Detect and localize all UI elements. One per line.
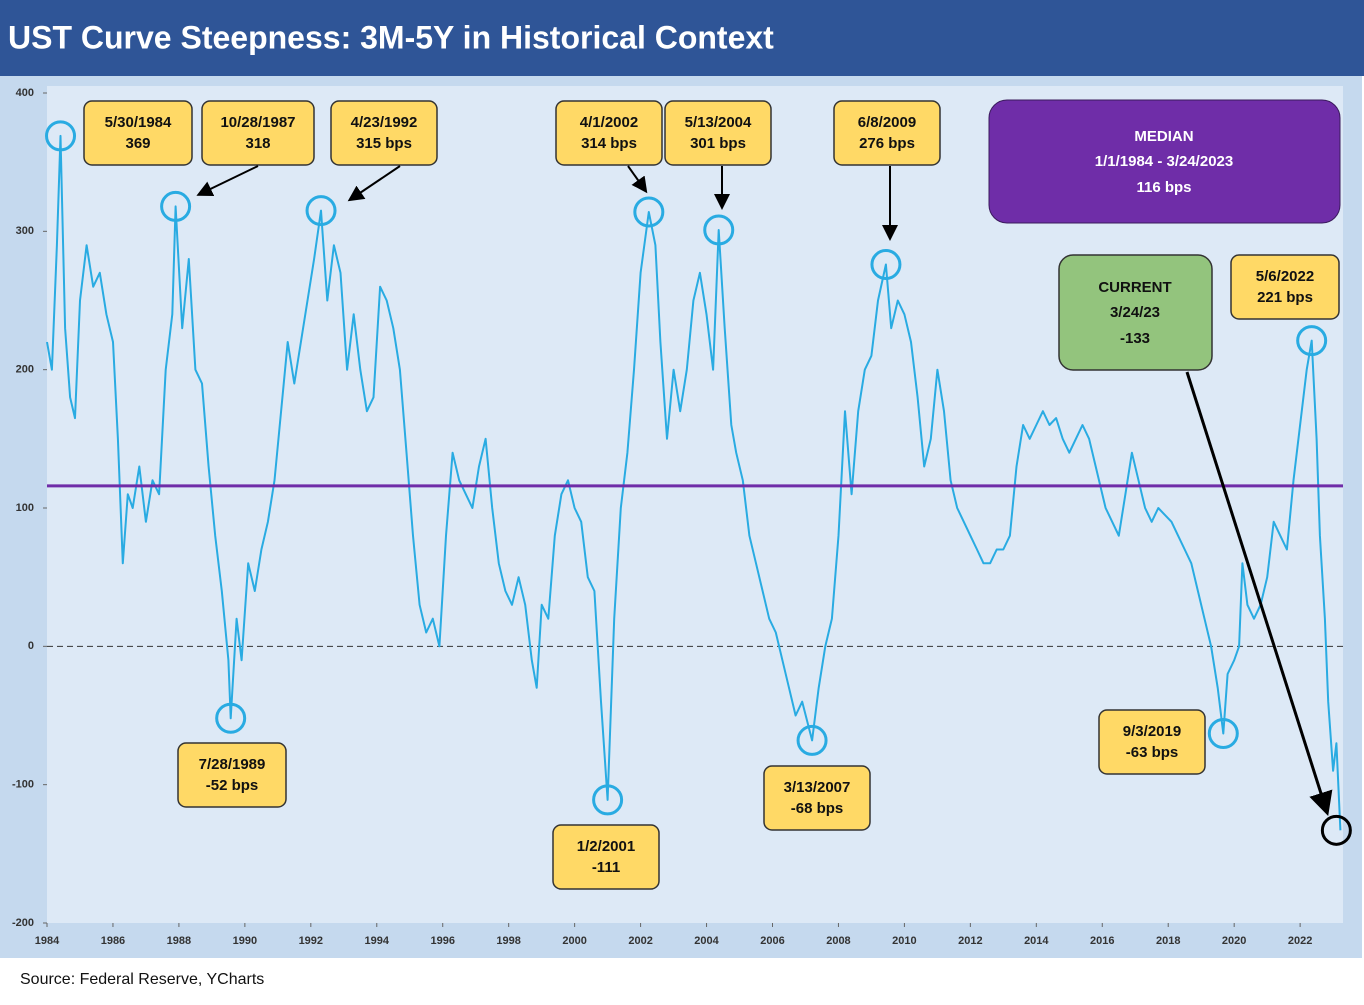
peak-marker	[160, 190, 192, 222]
peak-marker	[592, 784, 624, 816]
annotation-value: 369	[125, 135, 150, 152]
y-tick-label: -200	[12, 917, 34, 929]
x-tick-label: 1998	[496, 935, 520, 947]
annotation-arrow	[196, 165, 259, 196]
annotation-value: -68 bps	[791, 800, 844, 817]
x-tick-label: 2014	[1024, 935, 1049, 947]
median-title: MEDIAN	[1134, 128, 1193, 145]
x-tick-label: 2000	[562, 935, 586, 947]
title-bar	[0, 0, 1364, 76]
y-tick-label: -100	[12, 779, 34, 791]
annotation-arrow	[347, 165, 401, 202]
median-period: 1/1/1984 - 3/24/2023	[1095, 153, 1233, 170]
annotation-box	[83, 100, 193, 166]
annotation-date: 4/1/2002	[580, 114, 638, 131]
x-tick-label: 2016	[1090, 935, 1114, 947]
annotation-box	[177, 742, 287, 808]
annotation-date: 3/13/2007	[784, 779, 851, 796]
x-tick-label: 2006	[760, 935, 784, 947]
x-tick-label: 1994	[365, 935, 390, 947]
annotation-value: 276 bps	[859, 135, 915, 152]
annotation-box	[330, 100, 438, 166]
annotation-date: 6/8/2009	[858, 114, 916, 131]
annotation-value: -52 bps	[206, 777, 259, 794]
x-tick-label: 1996	[430, 935, 454, 947]
median-box	[988, 99, 1341, 224]
annotation-arrow	[627, 165, 648, 194]
chart-title: UST Curve Steepness: 3M-5Y in Historical…	[8, 19, 774, 55]
y-tick-label: 100	[16, 502, 34, 514]
x-tick-label: 2020	[1222, 935, 1246, 947]
peak-marker	[1296, 325, 1328, 357]
y-tick-label: 0	[28, 640, 34, 652]
x-tick-label: 1986	[101, 935, 125, 947]
current-marker	[1320, 814, 1352, 846]
annotation-box	[1098, 709, 1206, 775]
peak-marker	[703, 214, 735, 246]
current-date: 3/24/23	[1110, 304, 1160, 321]
current-value: -133	[1120, 330, 1150, 347]
y-tick-label: 300	[16, 225, 34, 237]
x-tick-label: 2018	[1156, 935, 1180, 947]
annotation-date: 9/3/2019	[1123, 723, 1181, 740]
annotation-date: 4/23/1992	[351, 114, 418, 131]
x-tick-label: 1984	[35, 935, 60, 947]
peak-marker	[1207, 717, 1239, 749]
current-title: CURRENT	[1098, 279, 1171, 296]
annotation-value: -63 bps	[1126, 744, 1179, 761]
annotation-date: 7/28/1989	[199, 756, 266, 773]
x-tick-label: 1990	[233, 935, 257, 947]
x-tick-label: 1988	[167, 935, 191, 947]
peak-marker	[305, 195, 337, 227]
x-tick-label: 2010	[892, 935, 916, 947]
peak-marker	[633, 196, 665, 228]
annotation-value: 301 bps	[690, 135, 746, 152]
annotation-box	[664, 100, 772, 166]
y-tick-label: 400	[16, 87, 34, 99]
annotation-value: -111	[592, 859, 620, 876]
peak-marker	[45, 120, 77, 152]
source: Source: Federal Reserve, YCharts	[20, 971, 264, 988]
annotation-date: 5/30/1984	[105, 114, 172, 131]
annotation-date: 10/28/1987	[220, 114, 295, 131]
x-tick-label: 1992	[299, 935, 323, 947]
annotation-date: 5/13/2004	[685, 114, 752, 131]
x-tick-label: 2002	[628, 935, 652, 947]
annotation-box	[201, 100, 315, 166]
annotation-value: 315 bps	[356, 135, 412, 152]
annotation-box	[763, 765, 871, 831]
annotation-value: 221 bps	[1257, 289, 1313, 306]
current-arrow	[1185, 371, 1333, 817]
annotation-box	[833, 100, 941, 166]
annotation-value: 314 bps	[581, 135, 637, 152]
annotation-date: 1/2/2001	[577, 838, 635, 855]
y-tick-label: 200	[16, 364, 34, 376]
annotation-box	[552, 824, 660, 890]
x-tick-label: 2004	[694, 935, 719, 947]
annotation-value: 318	[245, 135, 270, 152]
annotation-box	[555, 100, 663, 166]
x-tick-label: 2012	[958, 935, 982, 947]
peak-marker	[796, 724, 828, 756]
annotation-date: 5/6/2022	[1256, 268, 1314, 285]
x-tick-label: 2022	[1288, 935, 1312, 947]
annotation-box	[1230, 254, 1340, 320]
x-tick-label: 2008	[826, 935, 850, 947]
median-value: 116 bps	[1136, 179, 1191, 196]
peak-marker	[215, 702, 247, 734]
data-line	[46, 134, 1342, 831]
peak-marker	[870, 249, 902, 281]
current-box	[1058, 254, 1213, 371]
